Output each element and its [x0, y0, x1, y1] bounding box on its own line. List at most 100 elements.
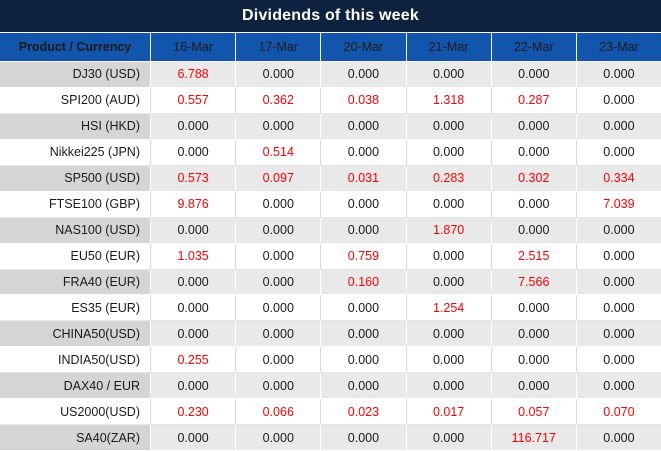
dividend-value-cell: 0.038 — [321, 87, 407, 114]
product-label: US2000(USD) — [0, 399, 151, 426]
dividend-value-cell: 0.023 — [321, 399, 407, 426]
dividend-value-cell: 0.000 — [406, 191, 492, 218]
dividend-value-cell: 0.000 — [576, 373, 661, 400]
dividend-value-cell: 0.000 — [321, 321, 407, 348]
product-label: DAX40 / EUR — [0, 373, 151, 400]
date-header: 21-Mar — [407, 33, 492, 61]
dividend-value-cell: 0.000 — [236, 295, 322, 322]
table-row: SPI200 (AUD) 0.557 0.362 0.038 1.318 0.287 0.0… — [0, 87, 661, 114]
dividend-value-cell: 0.000 — [151, 321, 237, 348]
dividend-value-cell: 0.000 — [576, 347, 661, 374]
dividend-value-cell: 2.515 — [491, 243, 577, 270]
dividend-value-cell: 0.334 — [576, 165, 661, 192]
dividend-value-cell: 0.000 — [406, 62, 492, 88]
dividend-value-cell: 0.000 — [491, 139, 577, 166]
dividend-value-cell: 0.000 — [576, 321, 661, 348]
dividend-value-cell: 0.057 — [491, 399, 577, 426]
dividend-value-cell: 0.070 — [576, 399, 661, 426]
product-label: SP500 (USD) — [0, 165, 151, 192]
dividend-value-cell: 0.000 — [321, 425, 407, 451]
dividend-value-cell: 0.000 — [321, 139, 407, 166]
product-label: SPI200 (AUD) — [0, 87, 151, 114]
product-label: NAS100 (USD) — [0, 217, 151, 244]
dividend-value-cell: 0.000 — [151, 217, 237, 244]
table-row: Nikkei225 (JPN) 0.000 0.514 0.000 0.000 0.000… — [0, 139, 661, 166]
product-label: CHINA50(USD) — [0, 321, 151, 348]
product-label: EU50 (EUR) — [0, 243, 151, 270]
table-row: SA40(ZAR) 0.000 0.000 0.000 0.000 116.717 0.00… — [0, 425, 661, 451]
dividend-value-cell: 0.000 — [576, 295, 661, 322]
header-row: Product / Currency 16-Mar 17-Mar 20-Mar 21-… — [0, 33, 661, 62]
product-label: FRA40 (EUR) — [0, 269, 151, 296]
dividend-value-cell: 0.000 — [491, 347, 577, 374]
product-label: Nikkei225 (JPN) — [0, 139, 151, 166]
product-label: DJ30 (USD) — [0, 62, 151, 88]
table-row: DAX40 / EUR 0.000 0.000 0.000 0.000 0.000 0.00… — [0, 373, 661, 400]
dividend-value-cell: 0.000 — [151, 113, 237, 140]
dividend-value-cell: 0.000 — [236, 113, 322, 140]
dividend-value-cell: 0.000 — [151, 373, 237, 400]
date-header: 16-Mar — [151, 33, 237, 61]
dividend-value-cell: 0.000 — [406, 113, 492, 140]
table-row: SP500 (USD) 0.573 0.097 0.031 0.283 0.302 0.33… — [0, 165, 661, 192]
dividend-value-cell: 0.302 — [491, 165, 577, 192]
table-row: EU50 (EUR) 1.035 0.000 0.759 0.000 2.515 0.000 — [0, 243, 661, 270]
product-label: FTSE100 (GBP) — [0, 191, 151, 218]
table-row: US2000(USD) 0.230 0.066 0.023 0.017 0.057 0.07… — [0, 399, 661, 426]
table-row: ES35 (EUR) 0.000 0.000 0.000 1.254 0.000 0.000 — [0, 295, 661, 322]
dividend-value-cell: 0.000 — [406, 269, 492, 296]
dividend-value-cell: 0.000 — [321, 295, 407, 322]
dividend-value-cell: 0.000 — [576, 87, 661, 114]
dividend-value-cell: 0.000 — [321, 373, 407, 400]
dividend-value-cell: 0.000 — [491, 321, 577, 348]
dividend-value-cell: 0.000 — [491, 217, 577, 244]
dividend-value-cell: 0.000 — [151, 425, 237, 451]
table-row: FTSE100 (GBP) 9.876 0.000 0.000 0.000 0.000 7.… — [0, 191, 661, 218]
dividend-value-cell: 0.017 — [406, 399, 492, 426]
dividend-value-cell: 0.000 — [236, 269, 322, 296]
product-label: SA40(ZAR) — [0, 425, 151, 451]
dividend-value-cell: 1.254 — [406, 295, 492, 322]
dividend-value-cell: 0.000 — [321, 191, 407, 218]
dividend-value-cell: 9.876 — [151, 191, 237, 218]
dividend-value-cell: 0.000 — [236, 191, 322, 218]
dividend-value-cell: 0.160 — [321, 269, 407, 296]
dividend-value-cell: 1.870 — [406, 217, 492, 244]
dividend-value-cell: 0.000 — [236, 217, 322, 244]
dividend-value-cell: 0.000 — [151, 295, 237, 322]
dividend-value-cell: 0.287 — [491, 87, 577, 114]
dividend-value-cell: 0.000 — [576, 113, 661, 140]
dividend-value-cell: 0.255 — [151, 347, 237, 374]
dividend-value-cell: 0.000 — [406, 347, 492, 374]
dividend-value-cell: 0.031 — [321, 165, 407, 192]
date-header: 22-Mar — [492, 33, 577, 61]
dividend-value-cell: 0.362 — [236, 87, 322, 114]
dividend-value-cell: 0.000 — [236, 425, 322, 451]
dividend-value-cell: 0.000 — [491, 62, 577, 88]
dividend-value-cell: 0.000 — [406, 321, 492, 348]
dividend-value-cell: 0.000 — [406, 139, 492, 166]
table-row: FRA40 (EUR) 0.000 0.000 0.160 0.000 7.566 0.00… — [0, 269, 661, 296]
dividend-value-cell: 0.000 — [321, 113, 407, 140]
table-row: NAS100 (USD) 0.000 0.000 0.000 1.870 0.000 0.0… — [0, 217, 661, 244]
dividend-value-cell: 0.000 — [576, 243, 661, 270]
dividend-value-cell: 116.717 — [491, 425, 577, 451]
dividend-value-cell: 0.283 — [406, 165, 492, 192]
dividend-value-cell: 0.000 — [321, 217, 407, 244]
dividend-value-cell: 0.097 — [236, 165, 322, 192]
dividend-value-cell: 0.000 — [321, 347, 407, 374]
dividend-value-cell: 0.000 — [406, 425, 492, 451]
dividend-value-cell: 0.000 — [576, 62, 661, 88]
dividend-value-cell: 0.066 — [236, 399, 322, 426]
dividend-value-cell: 0.000 — [491, 113, 577, 140]
dividend-value-cell: 6.788 — [151, 62, 237, 88]
dividend-value-cell: 0.230 — [151, 399, 237, 426]
dividend-value-cell: 0.000 — [576, 139, 661, 166]
dividend-value-cell: 0.000 — [321, 62, 407, 88]
dividend-value-cell: 1.318 — [406, 87, 492, 114]
table-title: Dividends of this week — [0, 0, 661, 33]
dividend-value-cell: 0.000 — [576, 425, 661, 451]
dividend-value-cell: 0.000 — [236, 62, 322, 88]
date-header: 20-Mar — [321, 33, 407, 61]
